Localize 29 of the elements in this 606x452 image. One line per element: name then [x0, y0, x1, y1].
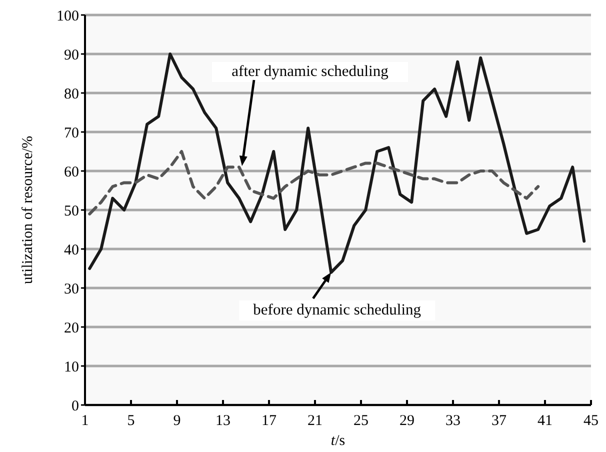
annotation: after dynamic scheduling [232, 63, 389, 80]
y-tick-label: 20 [64, 320, 79, 336]
x-tick-label: 37 [492, 413, 507, 429]
x-tick-label: 1 [81, 413, 89, 429]
x-tick-label: 21 [308, 413, 322, 429]
line-series [88, 150, 540, 216]
x-tick-label: 5 [127, 413, 135, 429]
x-tick-label: 25 [354, 413, 368, 429]
y-tick-label: 90 [64, 47, 79, 64]
x-tick-label: 17 [262, 413, 277, 429]
x-tick-label: 29 [400, 413, 414, 429]
x-tick-label: 45 [584, 413, 598, 429]
y-tick-label: 0 [72, 398, 79, 414]
y-tick-label: 10 [64, 359, 79, 376]
y-tick-label: 70 [64, 125, 79, 142]
x-tick-label: 41 [538, 413, 552, 429]
y-tick-label: 80 [64, 86, 79, 102]
line-series [88, 52, 586, 274]
x-tick-label: 33 [446, 413, 460, 429]
y-tick-label: 30 [64, 281, 79, 298]
x-tick-label: 13 [216, 413, 230, 429]
y-axis-title: utilization of resource/% [20, 136, 36, 284]
y-tick-label: 40 [64, 242, 79, 258]
x-axis-title: t/s [330, 433, 346, 449]
x-tick-label: 9 [173, 413, 181, 429]
y-tick-label: 60 [64, 164, 79, 180]
y-tick-label: 50 [64, 203, 79, 220]
y-tick-label: 100 [56, 8, 79, 24]
annotation: before dynamic scheduling [253, 301, 422, 318]
